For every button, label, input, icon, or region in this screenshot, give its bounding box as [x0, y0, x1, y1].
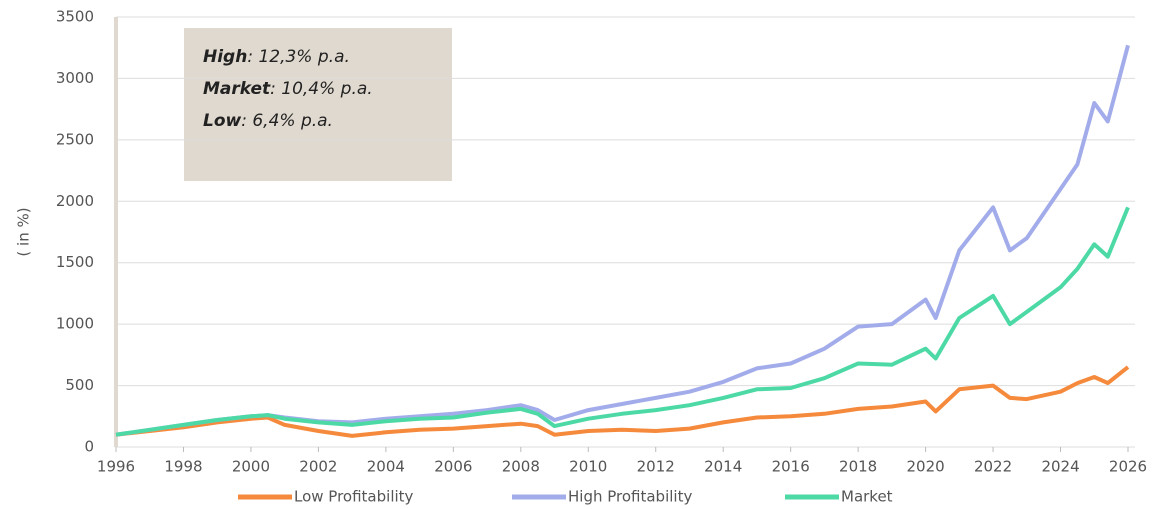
x-tick-label: 2018	[839, 458, 877, 476]
annotation-label: Market	[203, 79, 271, 99]
x-tick-label: 2024	[1041, 458, 1079, 476]
annotation: High: 12,3% p.a.	[203, 47, 350, 67]
series-line	[115, 206, 1130, 437]
x-tick-label: 2008	[502, 458, 540, 476]
x-tick-label: 2022	[974, 458, 1012, 476]
legend-label: High Profitability	[568, 488, 692, 506]
annotation-label: High	[203, 47, 247, 67]
legend-label: Low Profitability	[294, 488, 414, 506]
x-tick-label: 1998	[164, 458, 202, 476]
x-tick-label: 1996	[97, 458, 135, 476]
y-tick-label: 1000	[56, 315, 94, 333]
series-line	[115, 365, 1130, 438]
y-tick-label: 0	[84, 438, 94, 456]
x-tick-label: 2006	[434, 458, 472, 476]
x-tick-label: 2020	[907, 458, 945, 476]
x-tick-label: 2016	[772, 458, 810, 476]
x-tick-label: 2014	[704, 458, 742, 476]
x-tick-label: 2012	[637, 458, 675, 476]
annotation-box	[184, 28, 452, 181]
x-tick-label: 2002	[299, 458, 337, 476]
y-tick-label: 500	[65, 376, 94, 394]
annotation-text: : 6,4% p.a.	[241, 111, 333, 131]
y-tick-label: 2000	[56, 192, 94, 210]
y-tick-label: 3500	[56, 8, 94, 26]
y-tick-label: 1500	[56, 253, 94, 271]
annotation: Market: 10,4% p.a.	[203, 79, 373, 99]
y-tick-label: 2500	[56, 130, 94, 148]
y-tick-label: 3000	[56, 69, 94, 87]
annotation-text: : 12,3% p.a.	[247, 47, 350, 67]
legend-label: Market	[841, 488, 893, 506]
y-axis-label: ( in %)	[15, 207, 33, 256]
annotation: Low: 6,4% p.a.	[203, 111, 333, 131]
x-tick-label: 2010	[569, 458, 607, 476]
x-tick-label: 2004	[367, 458, 405, 476]
annotation-text: : 10,4% p.a.	[270, 79, 373, 99]
annotation-label: Low	[203, 111, 242, 131]
x-tick-label: 2026	[1109, 458, 1147, 476]
x-tick-label: 2000	[232, 458, 270, 476]
